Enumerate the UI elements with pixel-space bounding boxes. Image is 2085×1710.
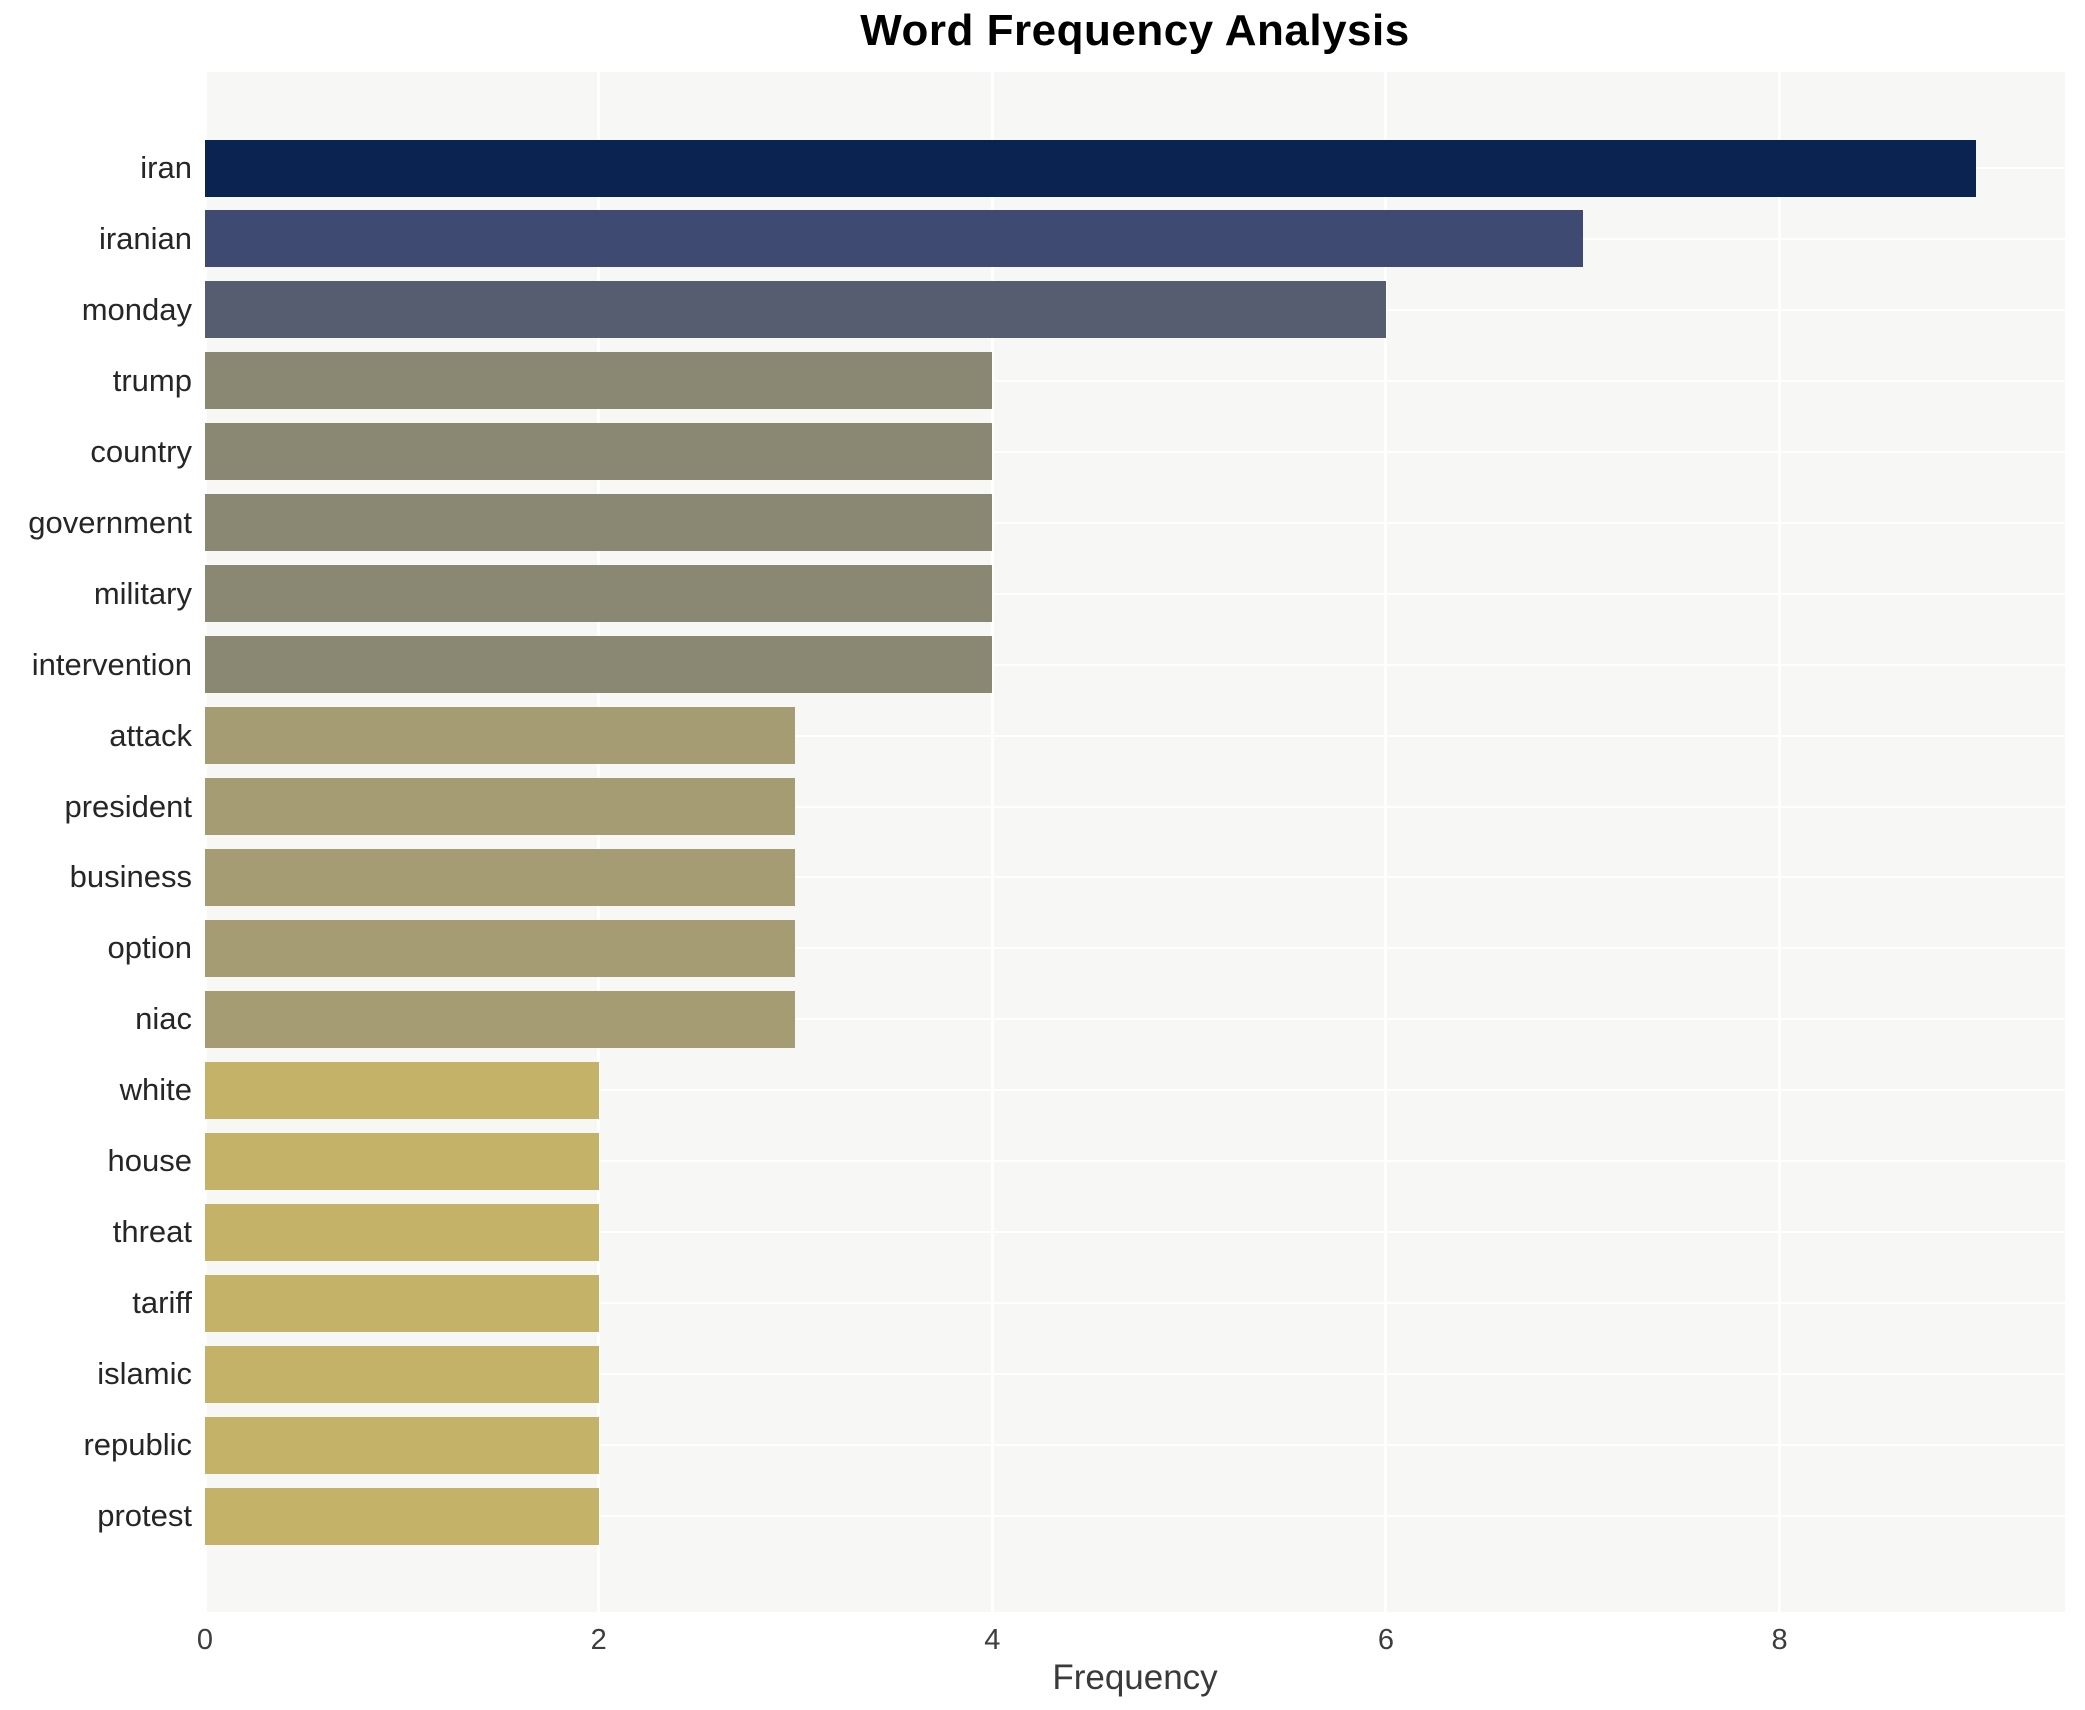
y-tick-label-military: military <box>93 575 192 611</box>
v-gridline <box>1384 72 1388 1612</box>
bar-country <box>205 423 993 481</box>
bar-house <box>205 1132 599 1190</box>
h-gridline <box>205 521 2065 524</box>
h-gridline <box>205 1160 2065 1163</box>
bar-option <box>205 919 796 977</box>
y-tick-label-monday: monday <box>81 291 192 327</box>
h-gridline <box>205 1231 2065 1234</box>
v-gridline <box>990 72 994 1612</box>
bar-white <box>205 1061 599 1119</box>
bar-republic <box>205 1416 599 1474</box>
y-tick-label-islamic: islamic <box>97 1356 192 1392</box>
bar-protest <box>205 1487 599 1545</box>
y-tick-label-government: government <box>28 504 192 540</box>
bar-tariff <box>205 1274 599 1332</box>
x-tick-label: 0 <box>196 1624 214 1656</box>
y-tick-label-house: house <box>107 1143 192 1179</box>
h-gridline <box>205 1444 2065 1447</box>
h-gridline <box>205 450 2065 453</box>
bar-threat <box>205 1203 599 1261</box>
bar-islamic <box>205 1345 599 1403</box>
bar-intervention <box>205 636 993 694</box>
bar-business <box>205 848 796 906</box>
h-gridline <box>205 1515 2065 1517</box>
bar-niac <box>205 990 796 1048</box>
y-tick-label-niac: niac <box>135 1001 192 1037</box>
x-tick-label: 6 <box>1377 1624 1395 1656</box>
y-tick-label-tariff: tariff <box>132 1285 192 1321</box>
h-gridline <box>205 379 2065 382</box>
y-tick-label-country: country <box>90 433 192 469</box>
v-gridline <box>597 72 601 1612</box>
h-gridline <box>205 663 2065 666</box>
h-gridline <box>205 1373 2065 1376</box>
y-tick-label-business: business <box>69 859 192 895</box>
x-tick-label: 4 <box>984 1624 1001 1656</box>
y-tick-label-trump: trump <box>112 362 192 398</box>
v-gridline <box>203 72 207 1612</box>
h-gridline <box>205 876 2065 879</box>
h-gridline <box>205 734 2065 737</box>
bar-iranian <box>205 210 1583 268</box>
bar-government <box>205 494 993 552</box>
h-gridline <box>205 1302 2065 1305</box>
y-tick-label-option: option <box>107 930 192 966</box>
bar-iran <box>205 139 1977 197</box>
y-tick-label-threat: threat <box>112 1214 192 1250</box>
y-tick-label-protest: protest <box>97 1498 192 1533</box>
y-tick-label-intervention: intervention <box>31 646 192 682</box>
bar-attack <box>205 707 796 765</box>
x-tick-label: 8 <box>1771 1624 1788 1656</box>
h-gridline <box>205 1089 2065 1092</box>
x-axis-label: Frequency <box>1052 1658 1218 1697</box>
h-gridline <box>205 592 2065 595</box>
y-tick-label-iranian: iranian <box>98 220 192 256</box>
y-tick-label-republic: republic <box>83 1427 192 1463</box>
y-tick-label-iran: iran <box>140 150 192 185</box>
y-tick-label-attack: attack <box>109 717 192 753</box>
y-tick-label-white: white <box>119 1072 192 1108</box>
bar-monday <box>205 281 1386 339</box>
chart-title: Word Frequency Analysis <box>860 6 1410 55</box>
h-gridline <box>205 947 2065 950</box>
bar-military <box>205 565 993 623</box>
v-gridline <box>1778 72 1782 1612</box>
bar-president <box>205 778 796 836</box>
h-gridline <box>205 1018 2065 1021</box>
h-gridline <box>205 805 2065 808</box>
bar-trump <box>205 352 993 410</box>
x-tick-label: 2 <box>590 1624 607 1656</box>
plot-area <box>203 72 2065 1612</box>
y-tick-label-president: president <box>64 788 192 824</box>
